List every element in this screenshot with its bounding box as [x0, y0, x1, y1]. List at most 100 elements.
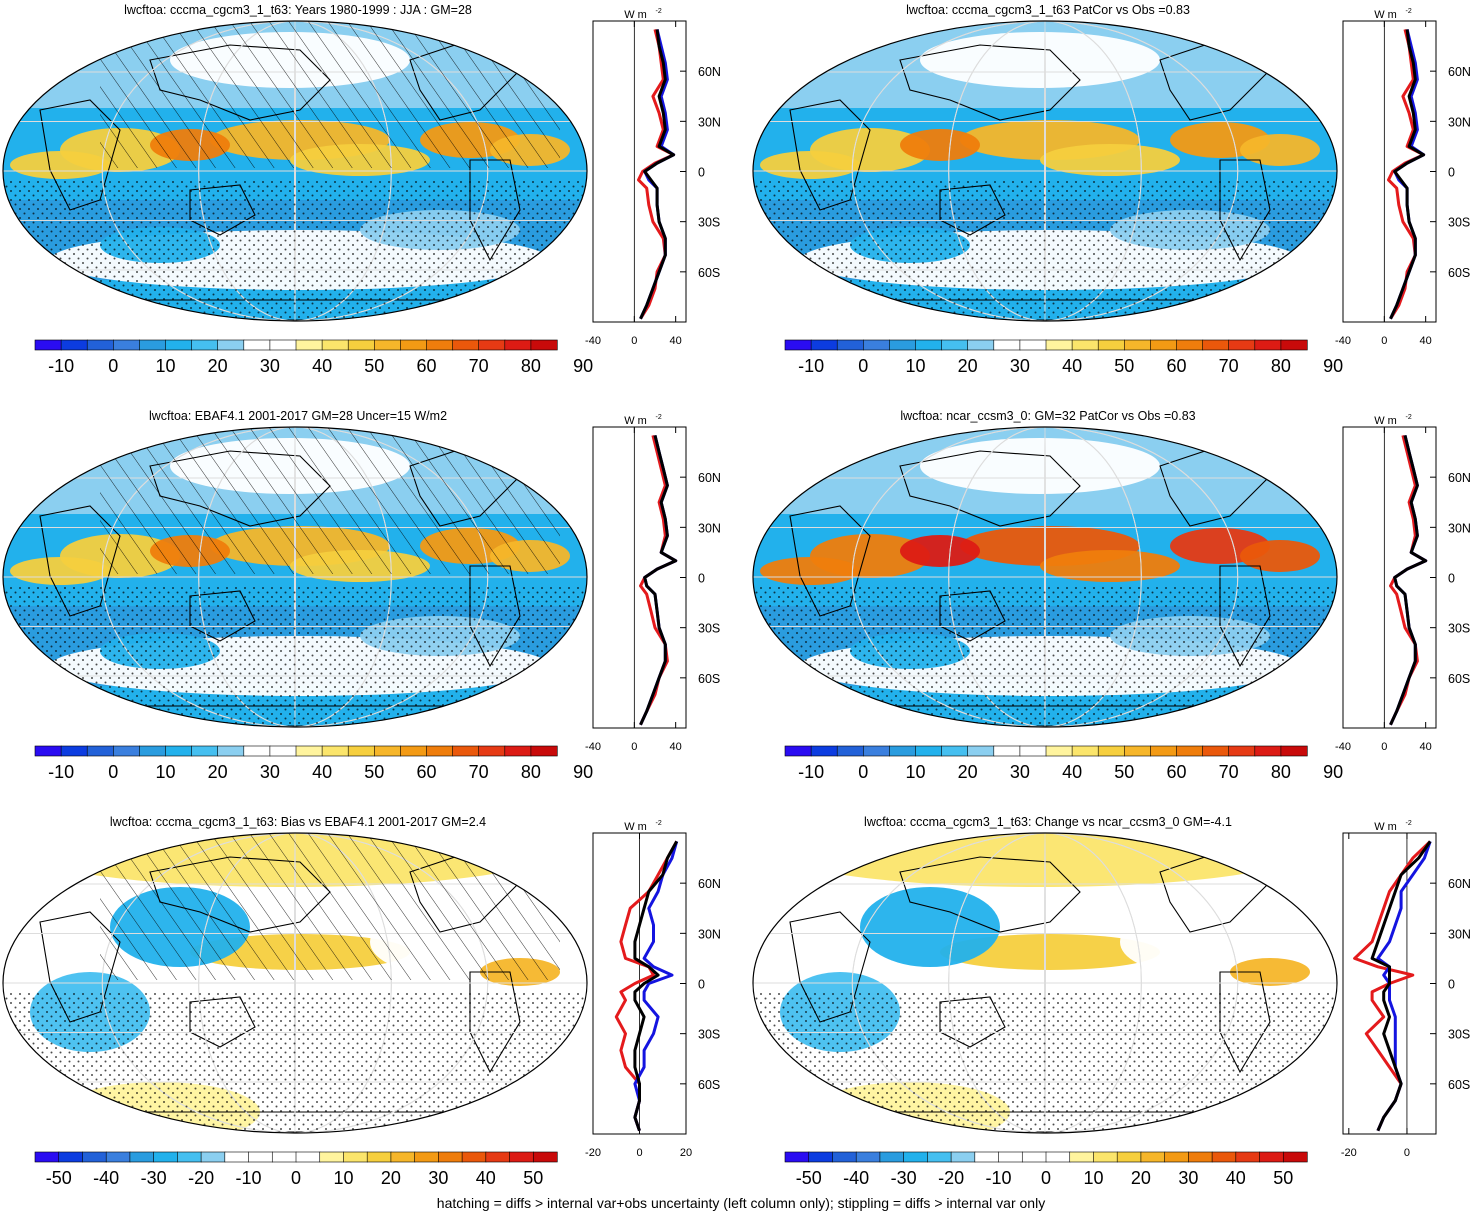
zonal-ytick-label: 60S [1448, 1078, 1470, 1092]
colorbar-swatch [1280, 339, 1308, 351]
map-blob [1040, 550, 1180, 582]
colorbar-swatch [941, 745, 969, 757]
hatching-overlay [100, 833, 560, 980]
colorbar-swatch [452, 745, 480, 757]
map-blob [1240, 540, 1320, 572]
colorbar-swatch [414, 1151, 439, 1163]
colorbar-swatch [1097, 745, 1125, 757]
hatching-overlay [100, 21, 560, 168]
colorbar-swatch [967, 339, 995, 351]
map-field [753, 833, 1337, 1133]
zonal-panel: W m -2 -40 0 40 60N 30N 0 30S 60S [1335, 8, 1471, 347]
zonal-ytick-label: 30S [698, 1028, 720, 1042]
colorbar-swatch [784, 745, 812, 757]
map-blob [920, 438, 1160, 494]
colorbar-swatch [863, 745, 891, 757]
colorbar-label: 80 [1271, 762, 1291, 782]
colorbar-swatch [165, 745, 193, 757]
colorbar-label: 40 [1226, 1168, 1246, 1188]
colorbar-swatch [60, 339, 88, 351]
zonal-panel: W m -2 -20 0 60N 30N 0 30S 60S [1341, 820, 1471, 1159]
zonal-xtick-label: 40 [670, 741, 682, 753]
colorbar-swatch [879, 1151, 905, 1163]
zonal-ytick-label: 60N [1448, 471, 1471, 485]
colorbar-swatch [269, 339, 297, 351]
map-blob [10, 151, 110, 179]
zonal-panel: W m -2 -40 0 40 60N 30N 0 30S 60S [585, 414, 721, 753]
colorbar-swatch [426, 745, 454, 757]
colorbar-swatch [836, 745, 864, 757]
colorbar-swatch [1280, 745, 1308, 757]
colorbar-swatch [321, 745, 349, 757]
colorbar-swatch [295, 1151, 321, 1163]
colorbar-swatch [1019, 339, 1047, 351]
colorbar-label: 60 [416, 356, 436, 376]
colorbar-label: -50 [796, 1168, 822, 1188]
colorbar-swatch [400, 339, 428, 351]
zonal-xtick-label: 0 [636, 1147, 642, 1159]
colorbar-label: 60 [416, 762, 436, 782]
colorbar-swatch [295, 339, 323, 351]
hatching-overlay [100, 427, 560, 574]
zonal-xtick-label: 40 [670, 335, 682, 347]
panel-title: lwcftoa: ncar_ccsm3_0: GM=32 PatCor vs O… [900, 409, 1195, 423]
colorbar-label: -10 [798, 762, 824, 782]
footer-note: hatching = diffs > internal var+obs unce… [437, 1195, 1045, 1211]
colorbar-label: 30 [1178, 1168, 1198, 1188]
map-border [2, 20, 588, 322]
map-border [2, 832, 588, 1134]
colorbar-label: -20 [938, 1168, 964, 1188]
colorbar-label: 70 [1219, 356, 1239, 376]
colorbar-swatch [509, 1151, 534, 1163]
zonal-ytick-label: 60N [698, 877, 721, 891]
colorbar-label: 80 [521, 356, 541, 376]
colorbar-swatch [34, 339, 62, 351]
colorbar-label: 50 [523, 1168, 543, 1188]
colorbar-label: 80 [521, 762, 541, 782]
colorbar-swatch [1150, 745, 1178, 757]
colorbar-swatch [1097, 339, 1125, 351]
panel-3: lwcftoa: EBAF4.1 2001-2017 GM=28 Uncer=1… [2, 409, 721, 782]
colorbar-label: 30 [260, 762, 280, 782]
colorbar-label: 40 [312, 356, 332, 376]
colorbar-swatch [217, 339, 245, 351]
colorbar-swatch [1071, 339, 1099, 351]
colorbar-swatch [139, 745, 167, 757]
colorbar-swatch [321, 339, 349, 351]
zonal-ytick-label: 0 [698, 572, 705, 586]
colorbar-swatch [530, 339, 558, 351]
colorbar-swatch [915, 745, 943, 757]
zonal-panel: W m -2 -20 0 20 60N 30N 0 30S 60S [585, 820, 721, 1159]
colorbar-swatch [1045, 339, 1073, 351]
colorbar-swatch [974, 1151, 1000, 1163]
colorbar-swatch [58, 1151, 84, 1163]
colorbar-swatch [1202, 745, 1230, 757]
colorbar-swatch [1235, 1151, 1261, 1163]
panel-4: lwcftoa: ncar_ccsm3_0: GM=32 PatCor vs O… [752, 409, 1471, 782]
colorbar-swatch [60, 745, 88, 757]
colorbar-swatch [836, 339, 864, 351]
colorbar-swatch [347, 339, 375, 351]
colorbar-swatch [319, 1151, 345, 1163]
colorbar-label: 20 [1131, 1168, 1151, 1188]
colorbar-swatch [248, 1151, 273, 1163]
zonal-xtick-label: -20 [1341, 1147, 1357, 1159]
colorbar-swatch [993, 745, 1021, 757]
colorbar-label: 90 [1323, 356, 1343, 376]
map-blob [1040, 144, 1180, 176]
zonal-xtick-label: 0 [631, 741, 637, 753]
colorbar-swatch [810, 339, 838, 351]
colorbar-swatch [1021, 1151, 1047, 1163]
colorbar-label: 50 [364, 356, 384, 376]
colorbar-swatch [863, 339, 891, 351]
colorbar: -10 0 10 20 30 40 50 60 70 80 90 [34, 339, 593, 376]
colorbar-swatch [993, 339, 1021, 351]
colorbar-swatch [200, 1151, 226, 1163]
map-blob [10, 557, 110, 585]
zonal-ytick-label: 30N [698, 927, 721, 941]
colorbar-label: -30 [891, 1168, 917, 1188]
zonal-ytick-label: 60S [1448, 672, 1470, 686]
colorbar-swatch [504, 745, 532, 757]
zonal-ytick-label: 30N [1448, 115, 1471, 129]
colorbar-swatch [243, 339, 271, 351]
